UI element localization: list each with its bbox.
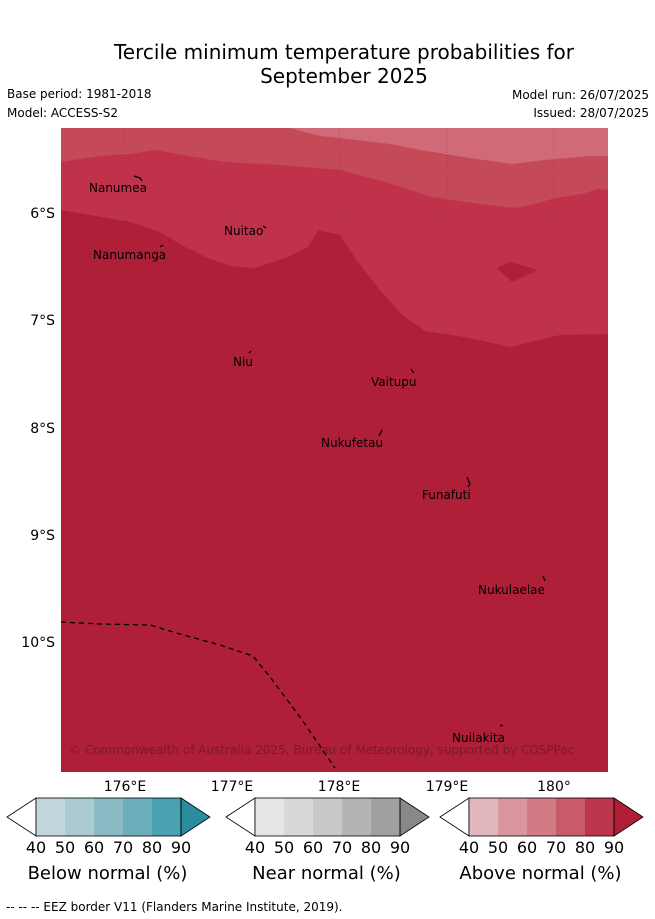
colorbar-tick-label: 90 [603, 838, 625, 857]
lon-tick-label: 178°E [318, 779, 361, 795]
island-markers [133, 175, 546, 727]
colorbar-tick-label: 80 [360, 838, 382, 857]
colorbar-segment [284, 798, 313, 836]
map-figure: Nanumea Nuitao Nanumanga Niu Vaitupu Nukufeta… [21, 128, 608, 795]
colorbar-tick-label: 40 [25, 838, 47, 857]
zone-above-90-patch [497, 262, 538, 282]
lon-tick-label: 176°E [104, 779, 147, 795]
colorbar-segment [371, 798, 400, 836]
colorbar-segment [585, 798, 614, 836]
island-label: Vaitupu [371, 375, 417, 389]
colorbar-frame [35, 797, 182, 837]
colorbar-tick-label: 80 [574, 838, 596, 857]
title-line-2: September 2025 [260, 64, 428, 88]
island-label: Nukulaelae [478, 583, 545, 597]
colorbar-tick-label: 40 [244, 838, 266, 857]
map-title: Tercile minimum temperature probabilitie… [0, 40, 655, 88]
lat-tick-label: 6°S [30, 206, 55, 222]
lon-tick-label: 180° [537, 779, 571, 795]
colorbar-segment [556, 798, 585, 836]
colorbar-tick-label: 80 [141, 838, 163, 857]
eez-border-line [61, 621, 336, 769]
island-labels: Nanumea Nuitao Nanumanga Niu Vaitupu Nukufeta… [89, 181, 545, 745]
lat-tick-label: 8°S [30, 421, 55, 437]
colorbar-low-extend [225, 797, 256, 837]
zone-above-60 [290, 128, 608, 164]
colorbar-tick-label: 60 [302, 838, 324, 857]
colorbar-frame [468, 797, 615, 837]
colorbar-low-extend [6, 797, 37, 837]
colorbar-high-extend [180, 797, 211, 837]
colorbar-high-extend [399, 797, 430, 837]
colorbar-segment [94, 798, 123, 836]
island-label: Nuilakita [452, 731, 505, 745]
island-label: Funafuti [422, 488, 471, 502]
island-outline [248, 350, 252, 354]
colorbar-low-extend [439, 797, 470, 837]
island-outline [466, 476, 471, 488]
colorbar-segment [123, 798, 152, 836]
colorbar-above [439, 797, 644, 837]
island-outline [410, 368, 415, 374]
island-label: Nukufetau [321, 436, 383, 450]
lat-tick-label: 7°S [30, 313, 55, 329]
colorbar-title: Below normal (%) [27, 863, 188, 884]
map-gridlines [61, 128, 608, 772]
colorbar-tick-label: 50 [54, 838, 76, 857]
lat-tick-label: 10°S [21, 635, 55, 651]
copyright-credit: © Commonwealth of Australia 2025, Bureau… [69, 743, 574, 757]
colorbar-tick-label: 90 [389, 838, 411, 857]
colorbar-frame [254, 797, 401, 837]
island-label: Nanumea [89, 181, 147, 195]
island-label: Niu [233, 355, 253, 369]
colorbar-tick-label: 70 [545, 838, 567, 857]
colorbar-below [6, 797, 211, 837]
colorbar-tick-label: 90 [170, 838, 192, 857]
colorbar-title: Above normal (%) [459, 863, 622, 884]
issued-text: Issued: 28/07/2025 [533, 106, 649, 120]
colorbar-segment [255, 798, 284, 836]
title-line-1: Tercile minimum temperature probabilitie… [113, 40, 575, 64]
colorbar-high-extend [613, 797, 644, 837]
colorbar-segment [527, 798, 556, 836]
colorbar-segment [65, 798, 94, 836]
base-period-text: Base period: 1981-2018 [7, 87, 152, 101]
colorbar-tick-label: 70 [112, 838, 134, 857]
eez-footnote: -- -- -- EEZ border V11 (Flanders Marine… [6, 900, 343, 914]
island-label: Nuitao [224, 224, 263, 238]
model-run-text: Model run: 26/07/2025 [511, 88, 649, 102]
colorbar-title: Near normal (%) [252, 863, 401, 884]
colorbar-tick-label: 40 [458, 838, 480, 857]
island-outline [499, 724, 504, 727]
colorbar-tick-label: 50 [487, 838, 509, 857]
island-label: Nanumanga [93, 248, 166, 262]
axis-labels: 176°E 177°E 178°E 179°E 180° 6°S 7°S 8°S 9°S 10°S [21, 206, 571, 795]
colorbar-segment [152, 798, 181, 836]
island-outline [378, 429, 383, 437]
colorbar-tick-label: 60 [83, 838, 105, 857]
lon-tick-label: 177°E [211, 779, 254, 795]
colorbar-segment [342, 798, 371, 836]
colorbar-tick-label: 60 [516, 838, 538, 857]
colorbar-segment [498, 798, 527, 836]
colorbar-tick-label: 50 [273, 838, 295, 857]
colorbar-near [225, 797, 430, 837]
colorbar-tick-label: 70 [331, 838, 353, 857]
island-outline [159, 244, 164, 248]
colorbar-segment [36, 798, 65, 836]
probability-shading [61, 128, 608, 772]
lon-tick-label: 179°E [426, 779, 469, 795]
island-outline [133, 175, 143, 182]
model-text: Model: ACCESS-S2 [7, 106, 119, 120]
lat-tick-label: 9°S [30, 528, 55, 544]
island-outline [542, 575, 546, 582]
colorbar-segment [469, 798, 498, 836]
colorbar-segment [313, 798, 342, 836]
island-outline [262, 225, 267, 229]
